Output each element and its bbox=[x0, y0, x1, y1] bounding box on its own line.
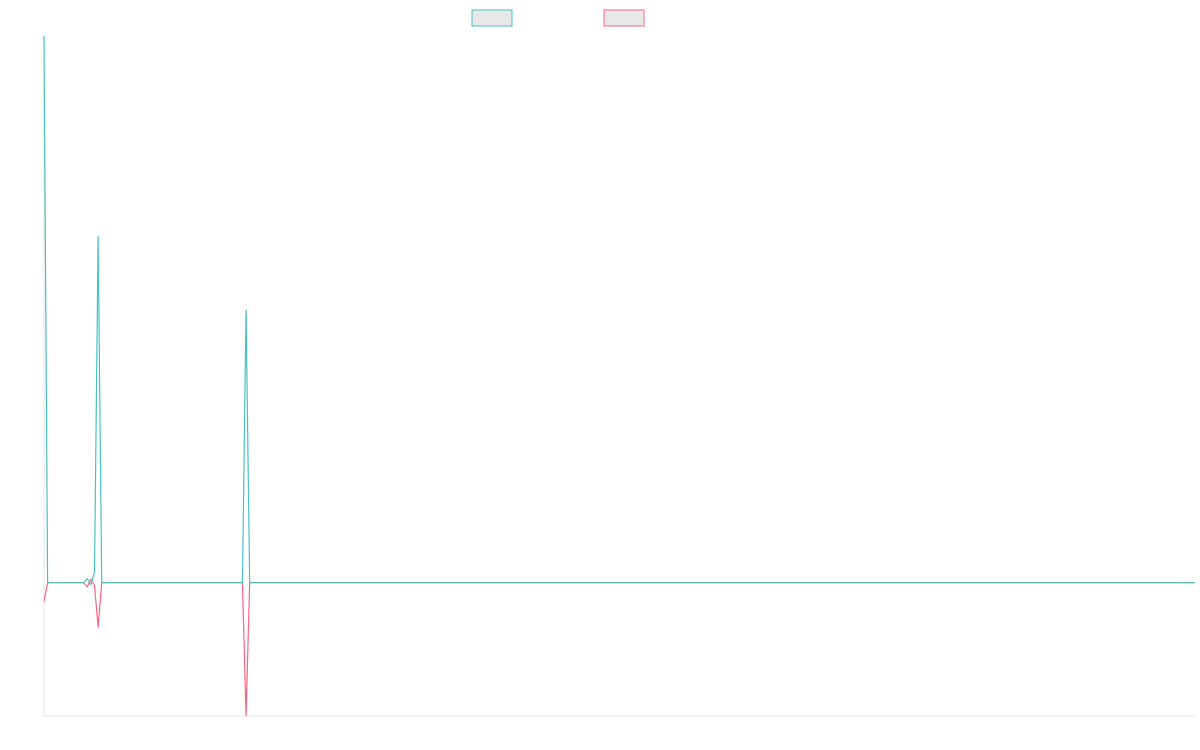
legend-swatch bbox=[603, 9, 645, 27]
line bbox=[43, 578, 1195, 717]
line bbox=[43, 35, 1195, 587]
legend-swatch bbox=[471, 9, 513, 27]
